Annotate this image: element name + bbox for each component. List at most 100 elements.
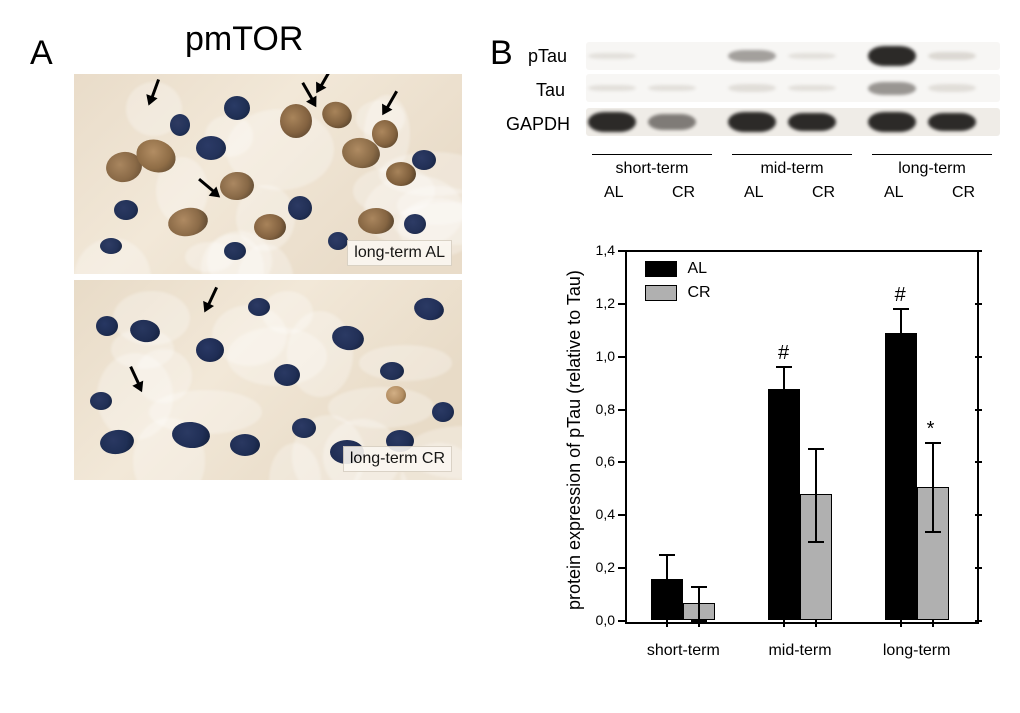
bar-al <box>768 389 800 620</box>
error-bar <box>666 554 668 604</box>
y-tick-label: 0,0 <box>581 612 615 628</box>
blot-band <box>728 84 776 91</box>
significance-mark: * <box>927 418 935 441</box>
bar-chart: protein expression of pTau (relative to … <box>560 240 990 680</box>
x-tick <box>900 620 902 627</box>
y-tick-label: 0,8 <box>581 401 615 417</box>
blot-band <box>928 113 976 131</box>
blot-row-tau <box>586 74 1000 102</box>
error-bar-cap <box>776 366 792 368</box>
micrograph-cell <box>358 208 394 234</box>
y-tick-right <box>975 409 982 411</box>
error-bar-cap <box>691 586 707 588</box>
error-bar-cap <box>659 554 675 556</box>
panel-a-title: pmTOR <box>185 20 303 59</box>
blot-band <box>648 114 696 131</box>
blot-band <box>928 84 976 91</box>
y-tick-right <box>975 303 982 305</box>
micrograph-caption-cr: long-term CR <box>343 446 452 472</box>
micrograph-cell <box>248 298 270 316</box>
blot-band <box>868 82 916 95</box>
error-bar-cap <box>893 308 909 310</box>
error-bar <box>815 448 817 541</box>
y-tick-right <box>975 567 982 569</box>
y-tick <box>618 620 625 622</box>
y-tick-label: 1,4 <box>581 242 615 258</box>
blot-sub-cr-1: CR <box>812 184 835 202</box>
y-tick-right <box>975 250 982 252</box>
blot-band <box>648 85 696 92</box>
blot-sub-al-2: AL <box>884 184 904 202</box>
error-bar-cap <box>808 448 824 450</box>
micrograph-cell <box>196 338 224 362</box>
blot-band <box>588 53 636 59</box>
y-tick <box>618 250 625 252</box>
significance-mark: # <box>895 284 906 307</box>
error-bar-cap <box>659 604 675 606</box>
micrograph-cell <box>230 434 260 456</box>
error-bar <box>932 442 934 532</box>
micrograph-cell <box>412 150 436 170</box>
micrograph-cell <box>224 242 246 260</box>
blot-band <box>928 52 976 61</box>
blot-band <box>728 50 776 62</box>
micrograph-longterm-cr: long-term CR <box>74 280 462 480</box>
panel-a-label: A <box>30 34 53 73</box>
x-tick <box>783 620 785 627</box>
x-tick-label: long-term <box>862 642 972 660</box>
micrograph-cell <box>196 136 226 160</box>
error-bar <box>783 366 785 411</box>
blot-underline-mid <box>732 154 852 155</box>
micrograph-caption-al: long-term AL <box>347 240 452 266</box>
blot-sub-cr-0: CR <box>672 184 695 202</box>
micrograph-cell <box>100 238 122 254</box>
micrograph-cell <box>380 362 404 380</box>
blot-underline-long <box>872 154 992 155</box>
x-tick-label: short-term <box>628 642 738 660</box>
panel-b-label: B <box>490 34 513 73</box>
blot-row-label-ptau: pTau <box>528 46 567 67</box>
blot-sub-al-1: AL <box>744 184 764 202</box>
blot-row-ptau <box>586 42 1000 70</box>
western-blots: pTau Tau GAPDH short-term mid-term long-… <box>530 44 1000 234</box>
micrograph-cell <box>432 402 454 422</box>
legend-text-cr: CR <box>687 284 710 301</box>
blot-group-short: short-term <box>592 160 712 178</box>
y-tick <box>618 567 625 569</box>
y-tick-label: 0,6 <box>581 453 615 469</box>
micrograph-cell <box>96 316 118 336</box>
y-tick <box>618 514 625 516</box>
error-bar-cap <box>808 541 824 543</box>
x-tick <box>666 620 668 627</box>
legend-swatch-cr <box>645 285 677 301</box>
y-tick-right <box>975 620 982 622</box>
y-tick <box>618 303 625 305</box>
blot-row-gapdh <box>586 108 1000 136</box>
y-tick-right <box>975 514 982 516</box>
error-bar-cap <box>925 531 941 533</box>
micrograph-cell <box>328 232 348 250</box>
legend-swatch-al <box>645 261 677 277</box>
significance-mark: # <box>778 342 789 365</box>
error-bar <box>698 586 700 620</box>
legend-text-al: AL <box>687 260 707 277</box>
micrograph-cell <box>404 214 426 234</box>
blot-band <box>588 85 636 92</box>
micrograph-longterm-al: long-term AL <box>74 74 462 274</box>
micrograph-cell <box>254 214 286 240</box>
error-bar-cap <box>691 620 707 622</box>
y-tick-right <box>975 461 982 463</box>
blot-band <box>788 53 836 59</box>
blot-group-long: long-term <box>872 160 992 178</box>
y-tick-right <box>975 356 982 358</box>
error-bar-cap <box>893 358 909 360</box>
y-tick-label: 0,4 <box>581 506 615 522</box>
blot-band <box>788 113 836 132</box>
y-tick-label: 0,2 <box>581 559 615 575</box>
micrograph-cell <box>114 200 138 220</box>
error-bar-cap <box>776 411 792 413</box>
error-bar-cap <box>925 442 941 444</box>
blot-band <box>728 112 776 131</box>
y-tick-label: 1,0 <box>581 348 615 364</box>
blot-group-mid: mid-term <box>732 160 852 178</box>
